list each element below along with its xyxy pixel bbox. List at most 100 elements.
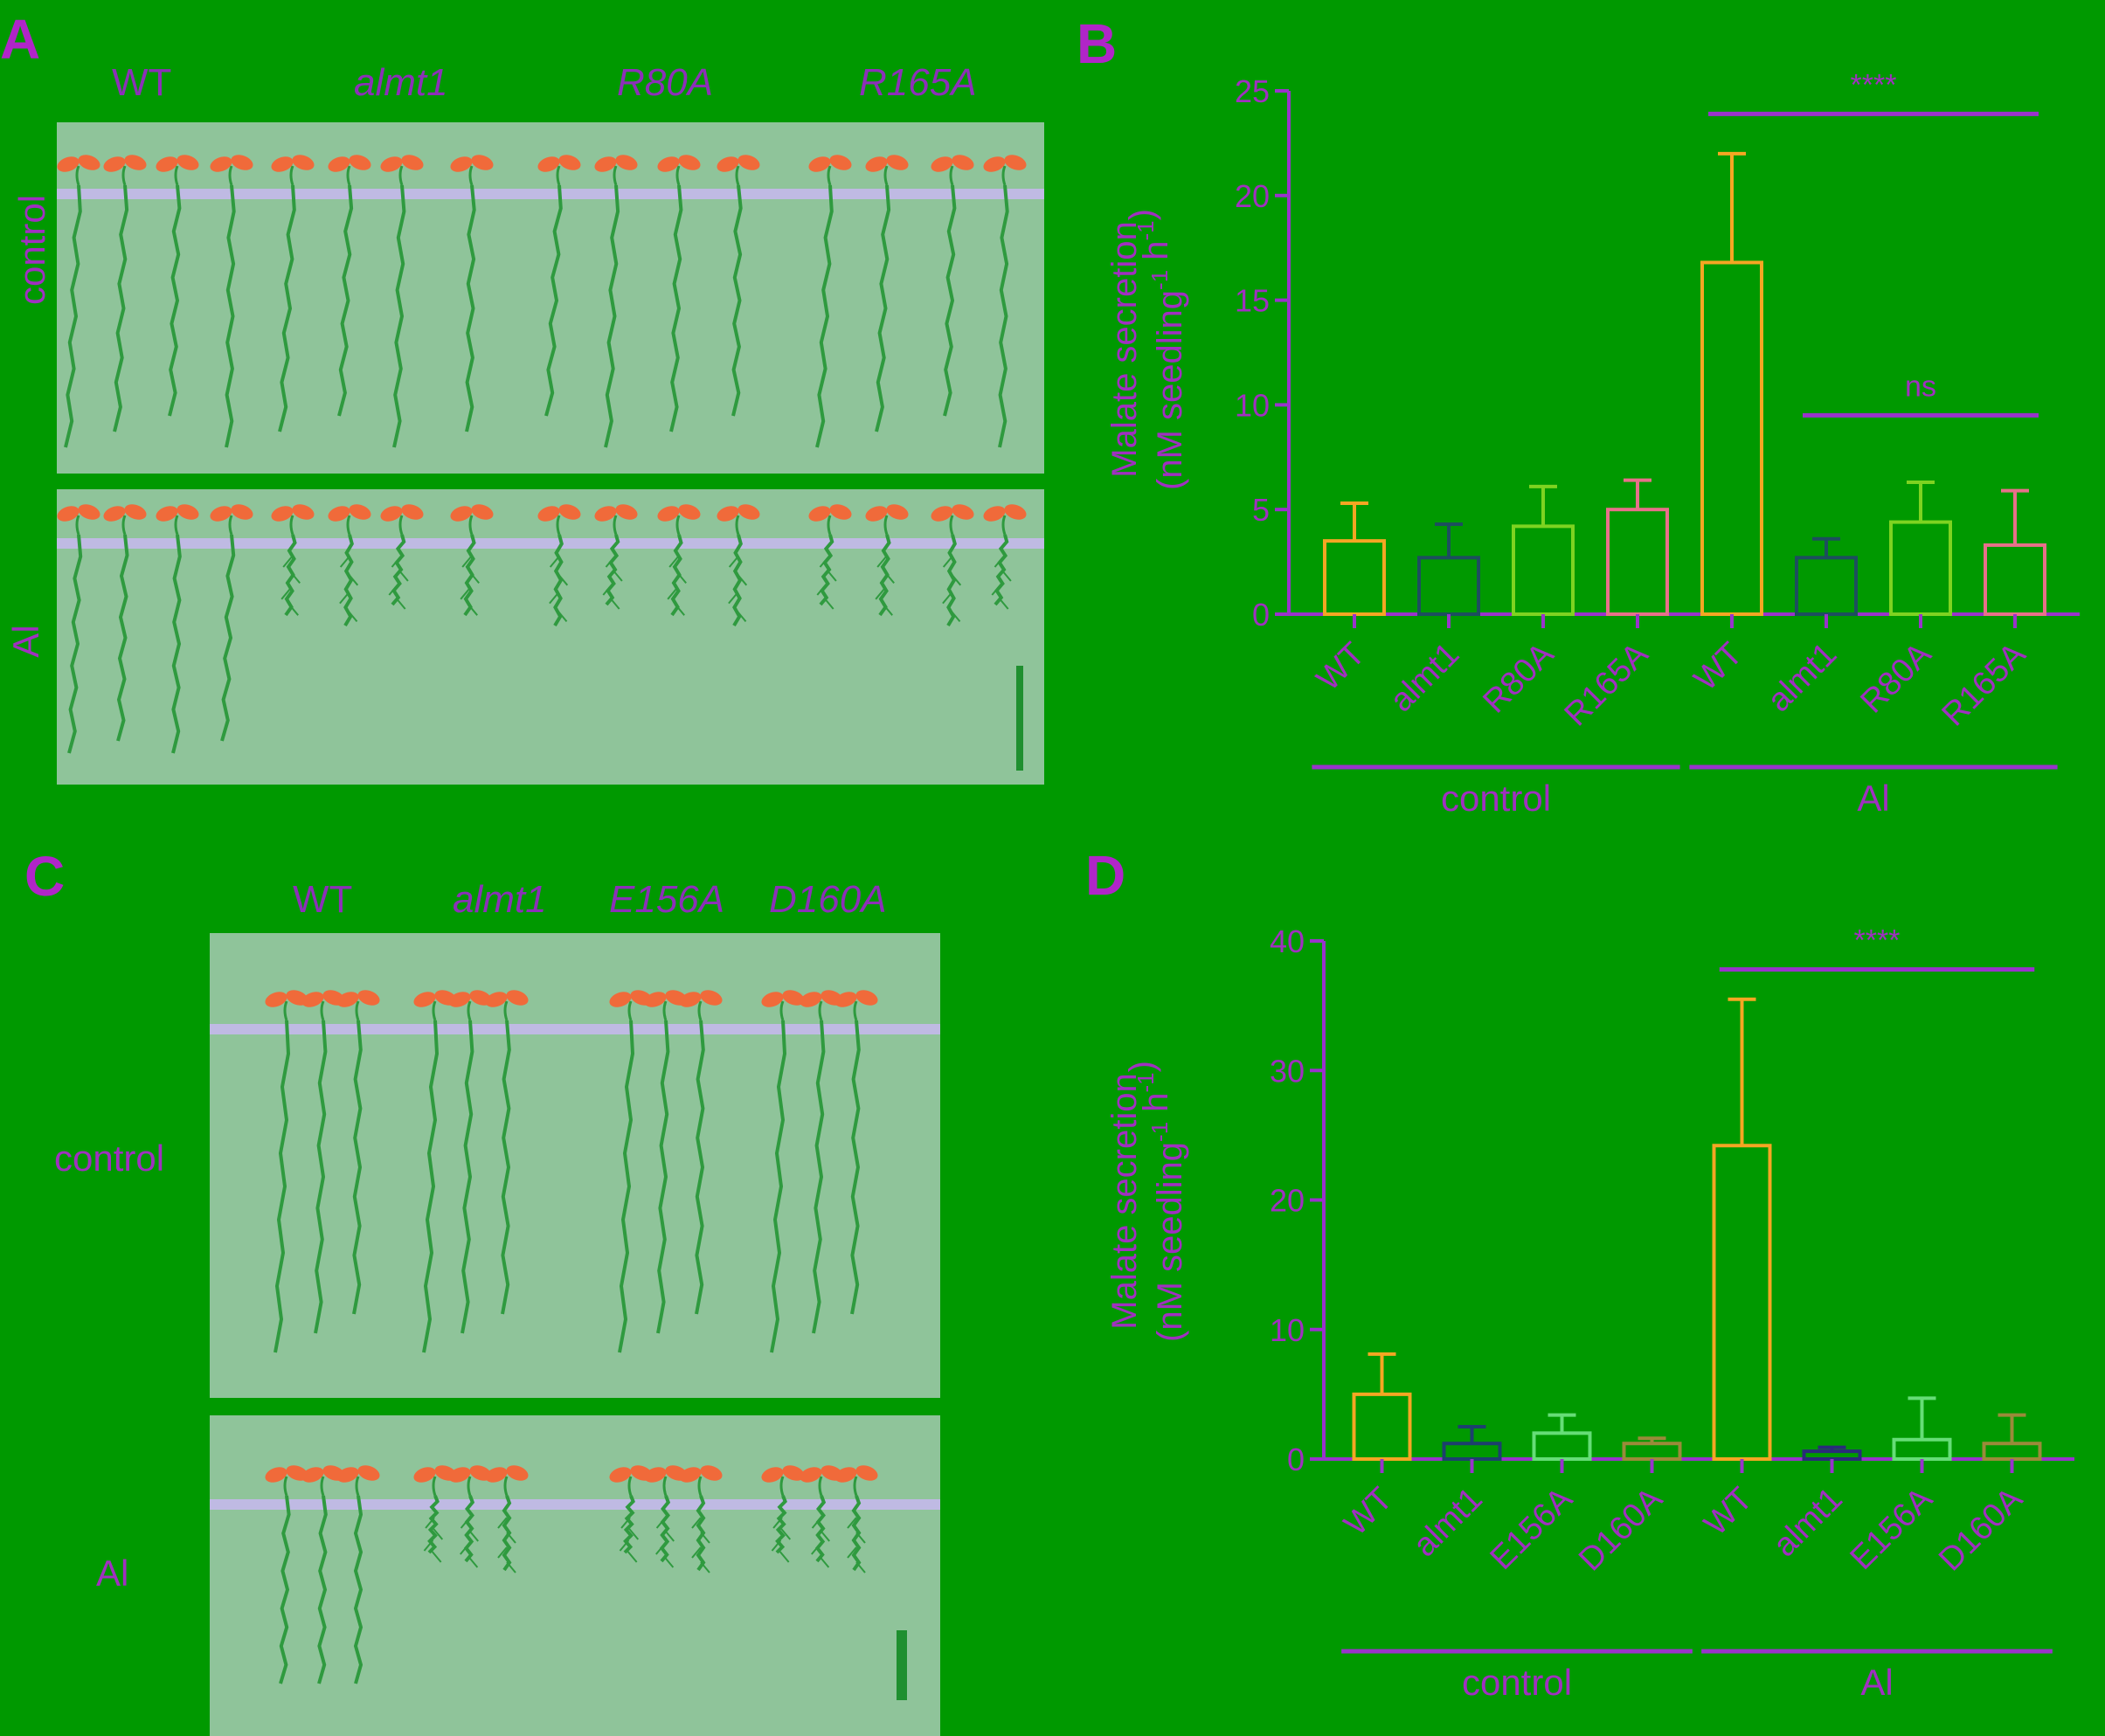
seedling-cotyledon	[609, 1467, 632, 1483]
seedling-lateral-root	[506, 1561, 516, 1573]
seedling-lateral-root	[823, 598, 834, 610]
seedling-lateral-root	[388, 584, 399, 596]
x-tick-label: D160A	[1932, 1480, 2030, 1578]
seedling-root	[501, 1020, 511, 1315]
seedling-cotyledon	[231, 504, 253, 520]
seedling	[644, 990, 688, 1334]
seedling-root	[353, 1495, 364, 1684]
scale-bar	[1016, 666, 1023, 771]
y-axis-label-superscript: -1	[1146, 1122, 1173, 1142]
seedling-hypocotyl	[818, 1476, 823, 1497]
seedling	[485, 1465, 529, 1573]
seedling-hypocotyl	[697, 1476, 703, 1497]
seedling-cotyledon	[865, 506, 888, 522]
seedling-root	[770, 1020, 787, 1353]
bar	[1712, 1144, 1772, 1461]
seedling-hypocotyl	[432, 1000, 437, 1021]
seedling-cotyledon	[231, 155, 253, 170]
seedling	[485, 990, 529, 1315]
seedling-cotyledon	[401, 155, 424, 170]
seedling-lateral-root	[433, 1528, 444, 1540]
x-tick-label: WT	[1337, 1481, 1399, 1543]
panel-a-letter: A	[0, 8, 41, 71]
seedling	[865, 155, 909, 432]
seedling-root	[605, 534, 620, 606]
seedling-lateral-root	[991, 584, 1002, 596]
y-tick-label: 15	[1235, 283, 1270, 319]
seedling-lateral-root	[398, 570, 409, 582]
seedling-root	[278, 184, 296, 432]
seedling-lateral-root	[950, 610, 961, 623]
seedling-lateral-root	[557, 574, 569, 586]
seedling-lateral-root	[461, 556, 472, 568]
seedling-hypocotyl	[675, 515, 681, 536]
seedling-lateral-root	[675, 604, 685, 616]
seedling-root	[463, 1495, 475, 1563]
seedling	[717, 155, 760, 417]
seedling	[336, 1465, 380, 1684]
seedling-root	[943, 184, 957, 417]
seedling	[450, 155, 494, 432]
seedling	[931, 504, 974, 627]
seedling-root	[875, 184, 891, 432]
seedling-hypocotyl	[613, 165, 618, 186]
seedling-hypocotyl	[283, 1000, 288, 1021]
seedling-hypocotyl	[818, 1000, 823, 1021]
seedling-hypocotyl	[289, 165, 294, 186]
seedling	[761, 1465, 805, 1563]
seedling	[265, 1465, 308, 1684]
seedling-hypocotyl	[355, 1000, 360, 1021]
seedling-root	[731, 184, 743, 417]
y-axis-label: Malate secretion (nM seedling-1 h-1)	[1105, 209, 1189, 490]
seedling-root	[502, 1495, 512, 1572]
seedling-cotyledon	[886, 504, 909, 520]
seedling	[657, 504, 701, 617]
seedling-lateral-root	[467, 1556, 479, 1568]
bar	[1532, 1431, 1592, 1461]
seedling-cotyledon	[855, 990, 878, 1006]
panel-c-genotype-wt: WT	[293, 878, 353, 921]
seedling-root	[64, 184, 82, 448]
seedling-root	[274, 1020, 291, 1353]
x-tick-label: R165A	[1935, 635, 2032, 733]
seedling-cotyledon	[761, 1467, 784, 1483]
seedling	[657, 155, 701, 432]
seedling-root	[669, 184, 683, 432]
seedling-cotyledon	[177, 504, 199, 520]
panel-c-genotype-almt1: almt1	[453, 878, 547, 921]
seedling-cotyledon	[782, 1465, 805, 1481]
panel-c-row-al: Al	[96, 1553, 129, 1594]
seedling-cotyledon	[471, 504, 494, 520]
seedling-cotyledon	[271, 156, 294, 172]
seedling-lateral-root	[348, 574, 359, 586]
seedling-lateral-root	[468, 1530, 479, 1542]
seedling-hypocotyl	[320, 1476, 325, 1497]
seedling-cotyledon	[124, 155, 147, 170]
seedling-lateral-root	[668, 556, 679, 568]
seedling-cotyledon	[450, 156, 473, 172]
seedling-lateral-root	[627, 1551, 638, 1563]
seedling-lateral-root	[609, 598, 620, 610]
seedling-cotyledon	[931, 156, 953, 172]
seedling-cotyledon	[800, 1467, 822, 1483]
panel-c-letter: C	[24, 845, 66, 908]
seedling-hypocotyl	[398, 515, 404, 536]
seedling-root	[553, 534, 564, 627]
seedling	[594, 504, 638, 610]
seedling	[834, 1465, 878, 1573]
seedling-hypocotyl	[697, 1000, 703, 1021]
y-tick-label: 5	[1252, 492, 1270, 528]
seedling-root	[732, 534, 743, 627]
seedling-lateral-root	[613, 570, 623, 582]
y-tick-label: 0	[1252, 597, 1270, 633]
seedling-hypocotyl	[228, 515, 233, 536]
seedling	[537, 504, 581, 627]
x-tick-label: D160A	[1572, 1480, 1670, 1578]
seedling-lateral-root	[876, 556, 887, 568]
y-tick-label: 0	[1287, 1442, 1305, 1477]
bar	[1892, 1437, 1952, 1461]
seedling-cotyledon	[448, 992, 471, 1007]
seedling-hypocotyl	[289, 515, 294, 536]
